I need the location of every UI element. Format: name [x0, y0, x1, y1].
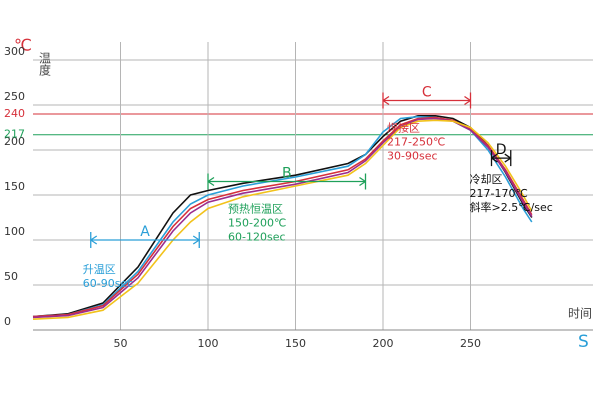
annotation-text: 冷却区 [470, 173, 503, 186]
y-tick-label: 300 [4, 45, 25, 58]
arrow-head [382, 95, 390, 106]
arrow-head [504, 153, 512, 163]
range-label: D [496, 142, 507, 158]
reference-label: 240 [4, 107, 25, 120]
arrow-head [464, 95, 471, 106]
range-label: C [422, 85, 432, 101]
annotation-text: 217-250℃ [387, 136, 445, 149]
y-tick-label: 100 [4, 225, 25, 238]
annotation-text: 150-200℃ [228, 217, 286, 230]
range-label: A [140, 224, 150, 240]
y-tick-label: 250 [4, 90, 25, 103]
annotation-text: 30-90sec [387, 150, 438, 163]
x-unit: S [578, 332, 589, 352]
y-unit: ℃ [14, 36, 32, 55]
arrow-head [359, 176, 366, 187]
x-tick-label: 100 [198, 337, 219, 350]
x-tick-label: 250 [460, 337, 481, 350]
series-line [32, 119, 533, 320]
y-tick-label: 150 [4, 180, 25, 193]
series-line [32, 116, 533, 318]
y-tick-label: 50 [4, 270, 18, 283]
range-label: B [282, 166, 292, 182]
annotation-text: 焊接区 [387, 121, 420, 135]
annotation-text: 升温区 [83, 263, 116, 276]
x-tick-label: 200 [373, 337, 394, 350]
series-line [32, 117, 533, 319]
arrow-head [90, 235, 98, 245]
annotation-text: 60-90sec [83, 277, 134, 290]
arrow-head [207, 176, 215, 187]
x-label: 时间 [568, 307, 592, 321]
series-line [32, 115, 533, 318]
arrow-head [491, 153, 498, 163]
reference-label: 217 [4, 128, 25, 141]
annotation-text: 217-170℃ [470, 187, 528, 200]
annotation-text: 60-120sec [228, 231, 286, 244]
x-tick-label: 150 [285, 337, 306, 350]
arrow-head [192, 235, 200, 245]
y-tick-label: 200 [4, 135, 25, 148]
annotation-text: 预热恒温区 [228, 203, 283, 216]
x-tick-label: 50 [114, 337, 128, 350]
annotation-text: 斜率>2.5℃/sec [470, 200, 553, 214]
y-label: 温度 [38, 52, 52, 76]
y-tick-label: 0 [4, 315, 11, 328]
